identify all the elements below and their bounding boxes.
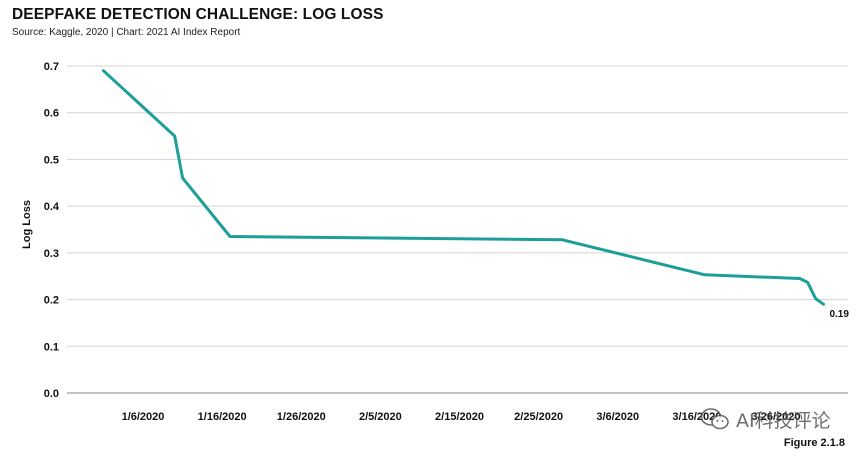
x-tick-label: 1/6/2020 (122, 411, 165, 423)
chart-title: DEEPFAKE DETECTION CHALLENGE: LOG LOSS (12, 6, 384, 23)
watermark: AI科技评论 (700, 404, 831, 434)
x-tick-label: 2/25/2020 (514, 411, 563, 423)
data-label: 0.19 (829, 309, 849, 320)
x-tick-label: 3/16/2020 (672, 411, 721, 423)
y-axis-label: Log Loss (21, 200, 33, 249)
x-tick-label: 3/26/2020 (752, 411, 801, 423)
y-tick-label: 0.1 (44, 341, 59, 353)
chart-source: Source: Kaggle, 2020 | Chart: 2021 AI In… (12, 27, 241, 38)
x-tick-label: 2/15/2020 (435, 411, 484, 423)
series-line (101, 69, 825, 306)
x-tick-label: 2/5/2020 (359, 411, 402, 423)
x-tick-label: 1/16/2020 (198, 411, 247, 423)
grid-lines (67, 65, 848, 347)
y-tick-label: 0.0 (44, 388, 59, 400)
y-tick-label: 0.3 (44, 248, 59, 260)
y-tick-label: 0.4 (44, 201, 60, 213)
labels: 0.0 0.1 0.2 0.3 0.4 0.5 0.6 0.7 1/6/2020 1/16/202… (21, 61, 849, 423)
y-tick-label: 0.5 (44, 154, 59, 166)
y-tick-label: 0.7 (44, 61, 59, 73)
y-tick-label: 0.6 (44, 108, 59, 120)
series-layer (101, 69, 825, 306)
x-tick-label: 1/26/2020 (277, 411, 326, 423)
wechat-icon (700, 408, 729, 430)
figure-label: Figure 2.1.8 (783, 437, 845, 449)
x-tick-label: 3/6/2020 (596, 411, 639, 423)
y-tick-label: 0.2 (44, 295, 59, 307)
watermark-text: AI科技评论 (736, 409, 831, 432)
